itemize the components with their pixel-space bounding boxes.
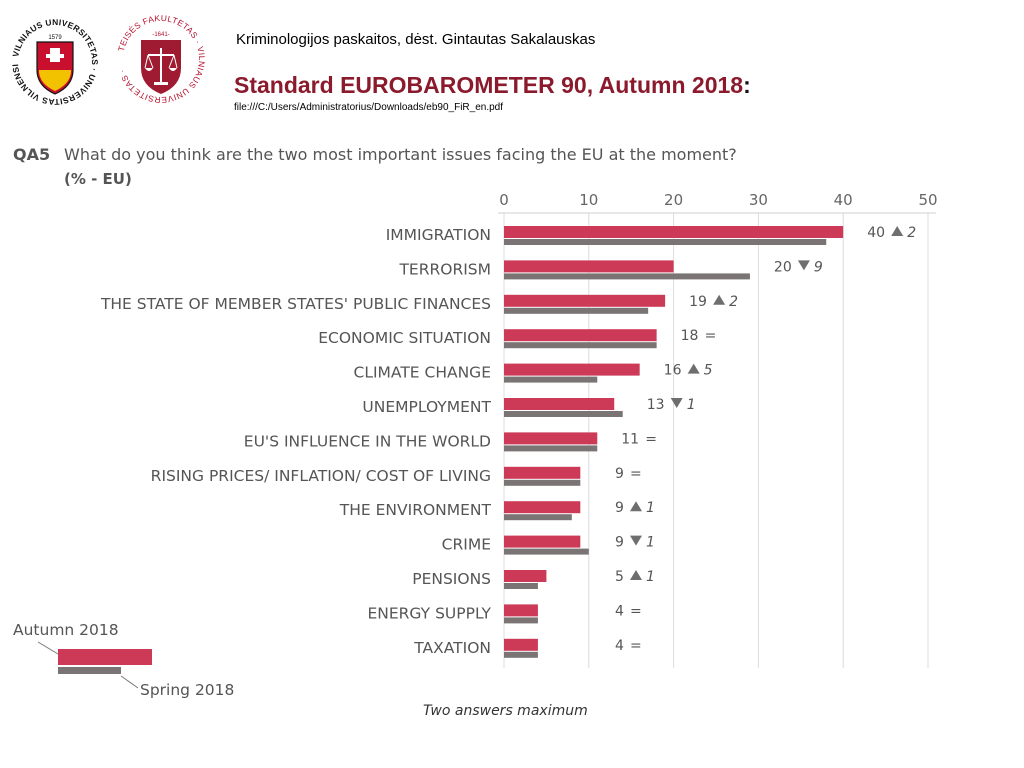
legend-swatch-spring [58,667,121,674]
category-label: UNEMPLOYMENT [362,398,491,416]
value-label: 40 [867,225,885,241]
x-tick-label: 10 [579,191,598,209]
bar-autumn-2018 [504,432,598,445]
page-title: Standard EUROBAROMETER 90, Autumn 2018: [234,72,751,99]
value-label: 4 [615,638,624,654]
bar-spring-2018 [504,548,589,555]
up-triangle-icon [891,226,904,236]
vilnius-university-logo: VILNIAUS UNIVERSITETAS · UNIVERSITAS VIL… [8,8,100,107]
value-label: 13 [647,397,665,413]
up-triangle-icon [687,363,700,374]
bar-spring-2018 [504,617,538,624]
x-tick-label: 40 [834,191,853,209]
bar-spring-2018 [504,376,598,383]
x-tick-label: 30 [749,191,768,209]
up-triangle-icon [630,501,642,512]
page-title-colon: : [743,72,751,98]
legend-label-autumn: Autumn 2018 [13,621,119,639]
bar-spring-2018 [504,307,649,314]
bar-autumn-2018 [504,260,674,273]
legend-leader-spring [120,675,139,689]
category-label: PENSIONS [412,570,491,588]
category-label: TERRORISM [398,260,491,278]
source-filepath: file:///C:/Users/Administratorius/Downlo… [234,102,504,113]
question-code: QA5 [13,145,51,164]
change-value: 2 [907,225,916,241]
value-label: 4 [615,603,624,619]
bar-autumn-2018 [504,466,581,479]
value-label: 5 [615,569,624,585]
bar-spring-2018 [504,239,827,245]
change-value: 1 [646,569,655,585]
bar-autumn-2018 [504,570,547,582]
tf-year: -1641- [152,32,169,38]
down-triangle-icon [670,398,683,408]
up-triangle-icon [713,294,726,305]
change-value: 2 [729,294,738,310]
law-faculty-logo: TEISĖS FAKULTETAS · VILNIAUS UNIVERSITET… [116,13,207,105]
equal-sign: = [630,603,642,619]
chart-note: Two answers maximum [423,703,588,719]
category-label: TAXATION [413,639,491,657]
change-value: 1 [646,535,655,551]
equal-sign: = [630,466,642,482]
bar-autumn-2018 [504,294,666,307]
equal-sign: = [630,638,642,654]
change-value: 1 [646,500,655,516]
value-label: 18 [681,328,699,344]
legend-label-spring: Spring 2018 [140,681,234,699]
category-label: CLIMATE CHANGE [354,364,491,382]
legend-swatch-autumn [58,649,152,665]
bar-autumn-2018 [504,535,581,548]
bar-autumn-2018 [504,638,538,651]
bar-spring-2018 [504,342,657,349]
change-value: 5 [704,363,713,379]
x-tick-label: 20 [664,191,683,209]
category-label: CRIME [442,536,491,554]
bar-autumn-2018 [504,398,615,410]
category-label: ECONOMIC SITUATION [318,329,491,347]
value-label: 9 [615,500,624,516]
bar-autumn-2018 [504,226,844,238]
question-text: What do you think are the two most impor… [64,145,737,164]
value-label: 11 [621,431,639,447]
bar-autumn-2018 [504,329,657,342]
value-label: 16 [664,363,682,379]
category-label: RISING PRICES/ INFLATION/ COST OF LIVING [151,467,491,485]
x-tick-label: 0 [499,191,509,209]
bar-spring-2018 [504,583,538,589]
change-value: 1 [687,397,696,413]
category-label: THE STATE OF MEMBER STATES' PUBLIC FINAN… [100,295,491,313]
category-label: THE ENVIRONMENT [339,501,492,519]
page-title-text: Standard EUROBAROMETER 90, Autumn 2018 [234,72,744,98]
x-tick-label: 50 [918,191,937,209]
equal-sign: = [705,328,717,344]
value-label: 20 [774,259,792,275]
value-label: 9 [615,466,624,482]
category-label: EU'S INFLUENCE IN THE WORLD [244,432,491,450]
vu-year: 1579 [48,35,62,41]
category-label: IMMIGRATION [386,226,491,244]
value-label: 9 [615,535,624,551]
equal-sign: = [645,431,657,447]
bar-spring-2018 [504,445,598,452]
up-triangle-icon [630,570,642,580]
lecture-subtitle: Kriminologijos paskaitos, dėst. Gintauta… [236,31,596,48]
bar-spring-2018 [504,273,750,280]
bar-spring-2018 [504,514,572,521]
down-triangle-icon [630,535,642,546]
legend-leader-autumn [37,641,59,655]
bar-autumn-2018 [504,604,538,617]
bar-autumn-2018 [504,363,640,376]
bar-spring-2018 [504,479,581,486]
question-unit: (% - EU) [64,170,132,188]
value-label: 19 [689,294,707,310]
bar-spring-2018 [504,411,623,417]
bar-spring-2018 [504,651,538,658]
category-label: ENERGY SUPPLY [367,604,491,622]
down-triangle-icon [797,260,810,271]
bar-autumn-2018 [504,501,581,514]
change-value: 9 [814,259,823,275]
